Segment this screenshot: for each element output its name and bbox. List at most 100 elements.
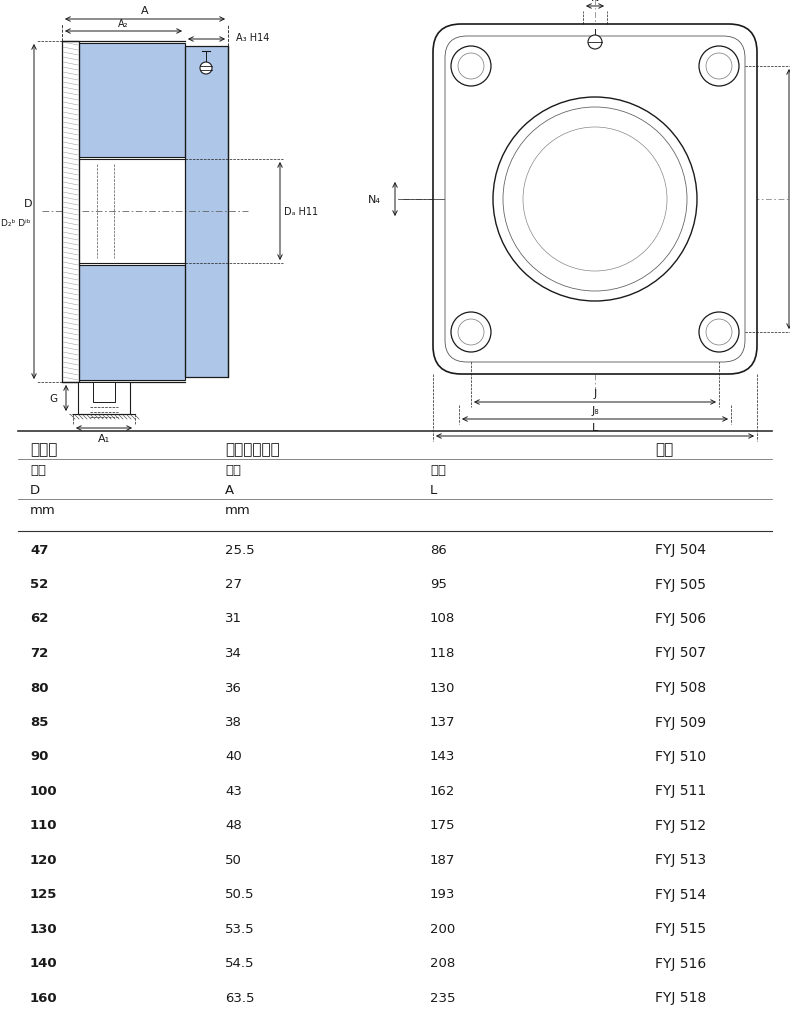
Text: A: A <box>141 6 149 16</box>
Text: FYJ 509: FYJ 509 <box>655 714 706 729</box>
Circle shape <box>200 63 212 75</box>
Text: 40: 40 <box>225 750 242 763</box>
Circle shape <box>458 320 484 345</box>
Text: 62: 62 <box>30 611 48 625</box>
Bar <box>78 382 130 415</box>
Text: 长度: 长度 <box>430 464 446 477</box>
Text: 直径: 直径 <box>30 464 46 477</box>
Text: 208: 208 <box>430 957 455 969</box>
Text: FYJ 507: FYJ 507 <box>655 646 706 660</box>
Text: 43: 43 <box>225 785 242 797</box>
Text: FYJ 510: FYJ 510 <box>655 749 706 763</box>
Text: 130: 130 <box>30 922 58 935</box>
Text: 34: 34 <box>225 646 242 659</box>
Text: 52: 52 <box>30 578 48 590</box>
Text: mm: mm <box>30 503 56 516</box>
Text: mm: mm <box>225 503 250 516</box>
Text: 48: 48 <box>225 818 242 832</box>
Text: 86: 86 <box>430 543 447 556</box>
Bar <box>93 382 115 403</box>
Text: 25.5: 25.5 <box>225 543 254 556</box>
Text: N₄: N₄ <box>368 195 381 205</box>
Text: D: D <box>24 199 32 209</box>
Text: 193: 193 <box>430 888 455 901</box>
Text: 90: 90 <box>30 750 48 763</box>
Text: 50: 50 <box>225 853 242 866</box>
Circle shape <box>503 108 687 291</box>
Text: 53.5: 53.5 <box>225 922 254 935</box>
Text: 36: 36 <box>225 681 242 694</box>
Text: FYJ 508: FYJ 508 <box>655 681 706 694</box>
Text: 160: 160 <box>30 991 58 1004</box>
Text: D₂ᵇ Dⁱᵇ: D₂ᵇ Dⁱᵇ <box>2 219 31 228</box>
Text: 95: 95 <box>430 578 447 590</box>
Circle shape <box>706 54 732 79</box>
Circle shape <box>699 47 739 87</box>
Text: 50.5: 50.5 <box>225 888 254 901</box>
Text: 130: 130 <box>430 681 455 694</box>
Text: 54.5: 54.5 <box>225 957 254 969</box>
FancyBboxPatch shape <box>433 25 757 375</box>
Text: 110: 110 <box>30 818 58 832</box>
Text: L: L <box>592 423 598 433</box>
Circle shape <box>706 320 732 345</box>
Circle shape <box>588 36 602 50</box>
Text: N: N <box>591 0 599 3</box>
Bar <box>62 42 79 382</box>
Text: FYJ 514: FYJ 514 <box>655 888 706 901</box>
Text: FYJ 516: FYJ 516 <box>655 956 706 970</box>
Text: FYJ 512: FYJ 512 <box>655 818 706 833</box>
Bar <box>79 44 185 158</box>
Text: FYJ 506: FYJ 506 <box>655 611 706 626</box>
Text: 宽度: 宽度 <box>225 464 241 477</box>
Text: FYJ 515: FYJ 515 <box>655 921 706 935</box>
Text: 125: 125 <box>30 888 58 901</box>
Text: 137: 137 <box>430 715 456 729</box>
Text: 80: 80 <box>30 681 48 694</box>
Bar <box>185 47 228 378</box>
Bar <box>79 44 185 158</box>
Text: 108: 108 <box>430 611 455 625</box>
Text: 200: 200 <box>430 922 455 935</box>
Text: L: L <box>430 483 437 496</box>
Text: Dₐ H11: Dₐ H11 <box>284 207 318 217</box>
Text: 72: 72 <box>30 646 48 659</box>
Circle shape <box>458 54 484 79</box>
Text: 轴承座: 轴承座 <box>30 442 58 458</box>
Text: 型号: 型号 <box>655 442 673 458</box>
Text: 187: 187 <box>430 853 455 866</box>
Circle shape <box>493 98 697 302</box>
Text: FYJ 511: FYJ 511 <box>655 784 706 798</box>
Circle shape <box>699 313 739 353</box>
Text: 47: 47 <box>30 543 48 556</box>
Text: A₂: A₂ <box>118 19 129 29</box>
Text: 85: 85 <box>30 715 48 729</box>
Bar <box>185 47 228 378</box>
Text: A: A <box>225 483 234 496</box>
Text: 100: 100 <box>30 785 58 797</box>
Text: 38: 38 <box>225 715 242 729</box>
Circle shape <box>451 313 491 353</box>
Text: 235: 235 <box>430 991 456 1004</box>
Text: 175: 175 <box>430 818 456 832</box>
Text: D: D <box>30 483 40 496</box>
Text: J₈: J₈ <box>591 406 599 416</box>
Circle shape <box>451 47 491 87</box>
Text: 118: 118 <box>430 646 455 659</box>
Text: FYJ 513: FYJ 513 <box>655 853 706 866</box>
Text: A₃ H14: A₃ H14 <box>236 33 269 43</box>
Text: 轴承底座尺寸: 轴承底座尺寸 <box>225 442 280 458</box>
Text: J: J <box>593 388 596 398</box>
Text: 120: 120 <box>30 853 58 866</box>
FancyBboxPatch shape <box>445 37 745 363</box>
Text: G: G <box>50 393 58 404</box>
Text: FYJ 504: FYJ 504 <box>655 542 706 556</box>
Text: FYJ 505: FYJ 505 <box>655 577 706 591</box>
Text: 63.5: 63.5 <box>225 991 254 1004</box>
Text: 162: 162 <box>430 785 455 797</box>
Circle shape <box>523 127 667 272</box>
Text: 27: 27 <box>225 578 242 590</box>
Bar <box>79 266 185 381</box>
Text: FYJ 518: FYJ 518 <box>655 990 706 1005</box>
Text: 140: 140 <box>30 957 58 969</box>
